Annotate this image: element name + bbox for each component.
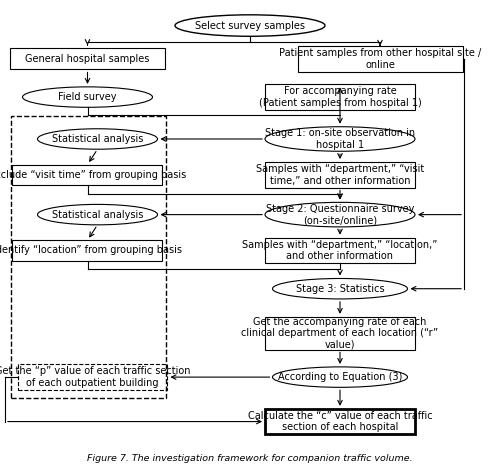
Text: Field survey: Field survey <box>58 92 117 102</box>
Bar <box>265 238 415 263</box>
Bar <box>10 48 165 69</box>
Bar <box>265 317 415 350</box>
Text: Patient samples from other hospital site /
online: Patient samples from other hospital site… <box>279 48 481 70</box>
Text: Figure 7. The investigation framework for companion traffic volume.: Figure 7. The investigation framework fo… <box>87 454 413 463</box>
Text: Exclude “visit time” from grouping basis: Exclude “visit time” from grouping basis <box>0 170 186 180</box>
Bar <box>298 46 462 72</box>
Bar <box>12 165 162 185</box>
Text: Statistical analysis: Statistical analysis <box>52 134 143 144</box>
Text: Samples with “department,” “visit
time,” and other information: Samples with “department,” “visit time,”… <box>256 164 424 186</box>
Bar <box>265 162 415 187</box>
Text: Samples with “department,” “location,”
and other information: Samples with “department,” “location,” a… <box>242 239 438 261</box>
Text: Get the accompanying rate of each
clinical department of each location (“r”
valu: Get the accompanying rate of each clinic… <box>242 317 438 350</box>
Text: Stage 3: Statistics: Stage 3: Statistics <box>296 284 384 294</box>
Text: General hospital samples: General hospital samples <box>26 54 150 64</box>
Text: Stage 2: Questionnaire survey
(on-site/online): Stage 2: Questionnaire survey (on-site/o… <box>266 204 414 226</box>
Bar <box>18 365 168 390</box>
Bar <box>265 84 415 110</box>
Text: Identify “location” from grouping basis: Identify “location” from grouping basis <box>0 246 182 255</box>
Bar <box>265 409 415 434</box>
Text: Get the “p” value of each traffic section
of each outpatient building: Get the “p” value of each traffic sectio… <box>0 366 190 388</box>
Bar <box>12 240 162 260</box>
Text: Statistical analysis: Statistical analysis <box>52 210 143 219</box>
Text: For accompanying rate
(Patient samples from hospital 1): For accompanying rate (Patient samples f… <box>258 86 422 108</box>
Text: Stage 1: on-site observation in
hospital 1: Stage 1: on-site observation in hospital… <box>265 128 415 150</box>
Text: Calculate the “c” value of each traffic
section of each hospital: Calculate the “c” value of each traffic … <box>248 411 432 432</box>
Text: Select survey samples: Select survey samples <box>195 20 305 31</box>
Bar <box>11 116 166 398</box>
Text: According to Equation (3): According to Equation (3) <box>278 372 402 382</box>
